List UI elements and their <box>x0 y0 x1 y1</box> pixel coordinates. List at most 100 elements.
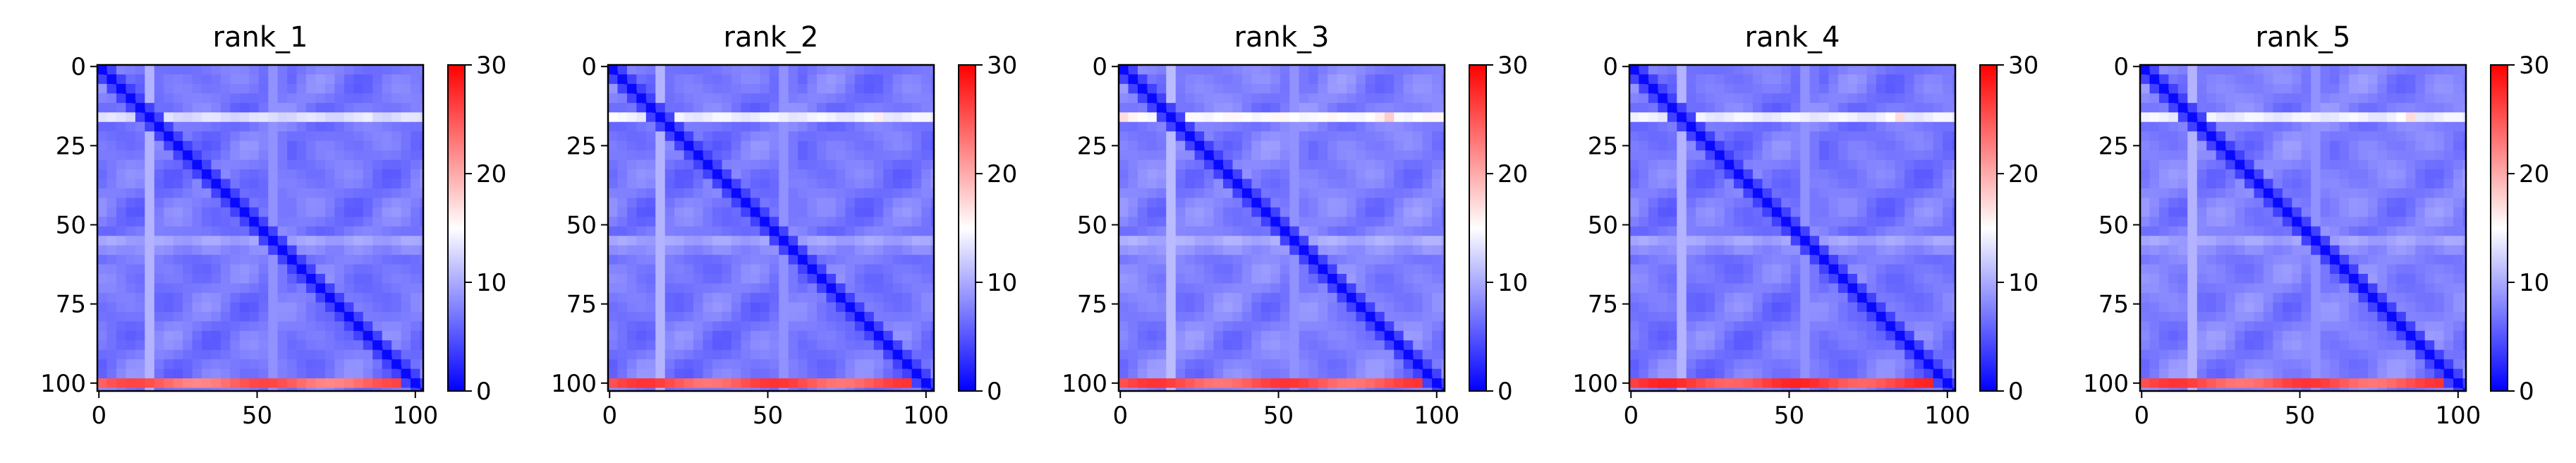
heatmap-cell <box>896 353 900 357</box>
heatmap-cell <box>626 140 637 151</box>
heatmap-cell <box>1667 283 1677 294</box>
heatmap-cell <box>126 311 136 322</box>
heatmap-cell <box>1328 140 1338 151</box>
heatmap-cell <box>750 264 760 275</box>
heatmap-cell <box>173 217 183 227</box>
heatmap-cell <box>1885 93 1896 104</box>
heatmap-cell <box>1185 217 1196 227</box>
heatmap-cell <box>1724 179 1734 189</box>
heatmap-cell <box>741 150 751 161</box>
heatmap-cell <box>1667 217 1677 227</box>
heatmap-cell <box>391 302 402 313</box>
heatmap-cell <box>608 368 619 379</box>
heatmap-cell <box>401 264 411 275</box>
heatmap-cell <box>1413 378 1423 389</box>
heatmap-cell <box>1819 207 1830 217</box>
heatmap-cell <box>401 131 411 142</box>
heatmap-cell <box>411 349 421 360</box>
heatmap-cell <box>243 210 247 215</box>
heatmap-cell <box>1828 283 1839 294</box>
heatmap-cell <box>845 292 856 303</box>
heatmap-cell <box>1185 387 1196 392</box>
heatmap-cell <box>1137 121 1148 132</box>
heatmap-cell <box>1847 121 1858 132</box>
heatmap-cell <box>1232 102 1243 113</box>
heatmap-cell <box>211 150 221 161</box>
heatmap-cell <box>892 74 903 85</box>
heatmap-cell <box>334 93 345 104</box>
heatmap-cell <box>347 315 351 319</box>
heatmap-cell <box>864 330 875 341</box>
heatmap-cell <box>1346 283 1357 294</box>
heatmap-cell <box>741 121 751 132</box>
heatmap-cell <box>703 387 713 392</box>
heatmap-cell <box>1838 179 1849 189</box>
heatmap-cell <box>230 150 241 161</box>
heatmap-cell <box>1390 337 1395 341</box>
heatmap-cell <box>1260 102 1271 113</box>
heatmap-cell <box>411 102 421 113</box>
heatmap-cell <box>135 150 145 161</box>
heatmap-cell <box>372 160 383 170</box>
heatmap-cell <box>684 188 694 198</box>
heatmap-cell <box>911 349 922 360</box>
heatmap-cell <box>1743 83 1754 94</box>
heatmap-cell <box>807 121 818 132</box>
heatmap-cell <box>1308 207 1319 217</box>
heatmap-cell <box>1128 150 1138 161</box>
heatmap-cell <box>202 217 212 227</box>
heatmap-cell <box>154 292 164 303</box>
heatmap-cell <box>1166 283 1177 294</box>
heatmap-cell <box>788 226 798 236</box>
heatmap-cell <box>1943 83 1953 94</box>
heatmap-cell <box>1866 217 1877 227</box>
heatmap-cell <box>750 378 760 389</box>
heatmap-cell <box>722 321 732 332</box>
colorbar-tick-label: 10 <box>987 269 1017 297</box>
heatmap-cell <box>1241 255 1252 265</box>
heatmap-cell <box>1308 160 1319 170</box>
heatmap-cell <box>731 83 741 94</box>
heatmap-cell <box>239 368 250 379</box>
heatmap-cell <box>1394 65 1404 76</box>
heatmap-cell <box>1241 349 1252 360</box>
heatmap-cell <box>126 226 136 236</box>
heatmap-cell <box>1137 321 1148 332</box>
heatmap-cell <box>1223 321 1234 332</box>
heatmap-cell <box>1232 330 1243 341</box>
heatmap-cell <box>835 65 846 76</box>
heatmap-cell <box>798 330 808 341</box>
heatmap-cell <box>202 169 206 174</box>
heatmap-cell <box>1952 302 1956 313</box>
heatmap-cell <box>1734 207 1744 217</box>
heatmap-cell <box>258 179 269 189</box>
heatmap-cell <box>1413 179 1423 189</box>
heatmap-cell <box>921 112 932 123</box>
heatmap-cell <box>287 283 298 294</box>
heatmap-cell <box>750 198 760 208</box>
heatmap-cell <box>1188 134 1192 138</box>
heatmap-cell <box>183 217 193 227</box>
heatmap-cell <box>192 359 202 370</box>
heatmap-cell <box>798 226 808 236</box>
heatmap-cell <box>1232 340 1243 351</box>
heatmap-cell <box>1866 207 1877 217</box>
heatmap-cell <box>401 359 411 370</box>
heatmap-cell <box>1639 226 1649 236</box>
heatmap-cell <box>126 160 136 170</box>
heatmap-cell <box>306 83 317 94</box>
heatmap-cell <box>1119 311 1129 322</box>
heatmap-cell <box>617 359 628 370</box>
heatmap-cell <box>183 112 193 123</box>
heatmap-cell <box>1328 340 1338 351</box>
heatmap-cell <box>1866 74 1877 85</box>
heatmap-cell <box>1876 160 1886 170</box>
heatmap-cell <box>1260 169 1271 180</box>
heatmap-cell <box>798 359 808 370</box>
heatmap-cell <box>1885 140 1896 151</box>
heatmap-cell <box>107 188 117 198</box>
heatmap-cell <box>779 292 789 303</box>
heatmap-cell <box>411 340 421 351</box>
heatmap-cell <box>135 179 145 189</box>
heatmap-cell <box>1375 274 1385 284</box>
